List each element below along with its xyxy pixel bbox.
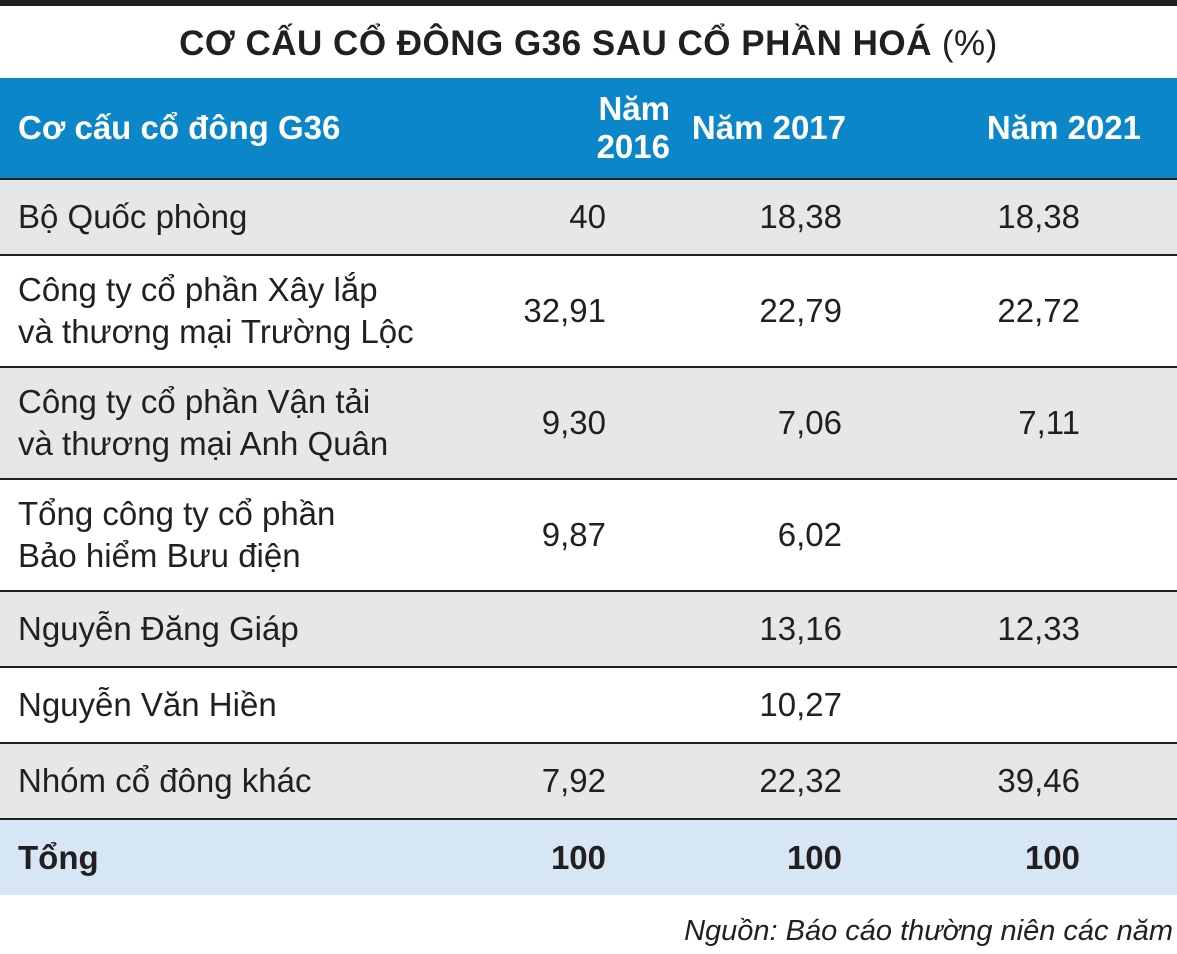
table-title: CƠ CẤU CỔ ĐÔNG G36 SAU CỔ PHẦN HOÁ (%) xyxy=(0,10,1177,78)
value-2016 xyxy=(490,591,640,668)
row-name-line2: và thương mại Trường Lộc xyxy=(18,313,414,350)
header-2016: Năm 2016 xyxy=(490,78,670,180)
row-name-line1: Tổng công ty cổ phần xyxy=(18,495,336,532)
row-name: Công ty cổ phần Xây lắp và thương mại Trư… xyxy=(0,255,490,368)
header-2016-label: Năm 2016 xyxy=(596,90,670,165)
value-2021 xyxy=(876,667,1177,744)
total-2017: 100 xyxy=(786,838,842,876)
value-2017: 7,06 xyxy=(640,367,876,480)
value-2017: 13,16 xyxy=(640,591,876,668)
row-name-line1: Công ty cổ phần Xây lắp xyxy=(18,271,378,308)
row-name: Nguyễn Đăng Giáp xyxy=(0,591,490,668)
total-2016: 100 xyxy=(550,838,606,876)
row-name-line2: Bảo hiểm Bưu điện xyxy=(18,537,301,574)
top-rule xyxy=(0,0,1177,6)
value-2017: 6,02 xyxy=(640,479,876,592)
total-label: Tổng xyxy=(18,838,99,876)
row-name: Nguyễn Văn Hiền xyxy=(0,667,490,744)
source-note: Nguồn: Báo cáo thường niên các năm xyxy=(684,915,1173,947)
value-2016 xyxy=(490,667,640,744)
shareholder-table: Cơ cấu cổ đông G36 Năm 2016 Năm 2017 Năm… xyxy=(0,78,1177,895)
value-2016: 40 xyxy=(490,179,640,256)
value-2017: 10,27 xyxy=(640,667,876,744)
table-row: Nhóm cổ đông khác 7,92 22,32 39,46 xyxy=(0,743,1177,820)
value-2021 xyxy=(876,479,1177,592)
title-main: CƠ CẤU CỔ ĐÔNG G36 SAU CỔ PHẦN HOÁ xyxy=(179,24,932,63)
value-2021: 12,33 xyxy=(876,591,1177,668)
value-2016: 7,92 xyxy=(490,743,640,820)
total-row: Tổng 100 100 100 xyxy=(0,819,1177,895)
row-name: Bộ Quốc phòng xyxy=(0,179,490,256)
header-2021: Năm 2021 xyxy=(876,78,1177,180)
total-2021: 100 xyxy=(1024,838,1080,876)
value-2021: 22,72 xyxy=(876,255,1177,368)
header-2017: Năm 2017 xyxy=(640,78,876,180)
row-name-line1: Nguyễn Văn Hiền xyxy=(18,686,277,723)
row-name: Công ty cổ phần Vận tải và thương mại Anh… xyxy=(0,367,490,480)
header-row: Cơ cấu cổ đông G36 Năm 2016 Năm 2017 Năm… xyxy=(0,78,1177,180)
row-name-line1: Bộ Quốc phòng xyxy=(18,198,248,235)
table-row: Nguyễn Đăng Giáp 13,16 12,33 xyxy=(0,591,1177,668)
row-name-line1: Công ty cổ phần Vận tải xyxy=(18,383,371,420)
title-unit: (%) xyxy=(941,24,998,63)
value-2021: 18,38 xyxy=(876,179,1177,256)
value-2017: 18,38 xyxy=(640,179,876,256)
value-2017: 22,32 xyxy=(640,743,876,820)
table-row: Công ty cổ phần Vận tải và thương mại Anh… xyxy=(0,367,1177,480)
table-row: Nguyễn Văn Hiền 10,27 xyxy=(0,667,1177,744)
row-name-line2: và thương mại Anh Quân xyxy=(18,425,389,462)
value-2016: 9,87 xyxy=(490,479,640,592)
value-2017: 22,79 xyxy=(640,255,876,368)
value-2016: 9,30 xyxy=(490,367,640,480)
table-row: Tổng công ty cổ phần Bảo hiểm Bưu điện 9,… xyxy=(0,479,1177,592)
value-2021: 39,46 xyxy=(876,743,1177,820)
row-name: Tổng công ty cổ phần Bảo hiểm Bưu điện xyxy=(0,479,490,592)
header-shareholder: Cơ cấu cổ đông G36 xyxy=(0,78,490,180)
row-name-line1: Nguyễn Đăng Giáp xyxy=(18,610,299,647)
value-2021: 7,11 xyxy=(876,367,1177,480)
table-row: Công ty cổ phần Xây lắp và thương mại Trư… xyxy=(0,255,1177,368)
value-2016: 32,91 xyxy=(490,255,640,368)
row-name-line1: Nhóm cổ đông khác xyxy=(18,762,312,799)
table-row: Bộ Quốc phòng 40 18,38 18,38 xyxy=(0,179,1177,256)
row-name: Nhóm cổ đông khác xyxy=(0,743,490,820)
